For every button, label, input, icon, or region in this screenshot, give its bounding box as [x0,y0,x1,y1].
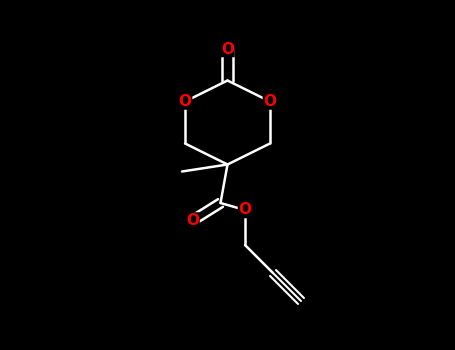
Text: O: O [238,203,252,217]
Text: O: O [178,94,192,109]
Text: O: O [186,213,199,228]
Text: O: O [263,94,277,109]
Text: O: O [221,42,234,56]
